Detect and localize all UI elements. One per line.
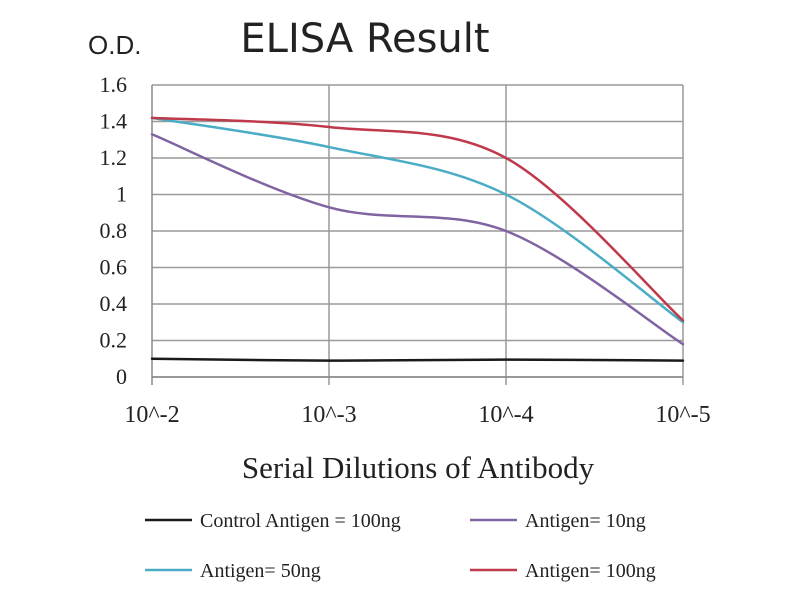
y-tick-label: 0.4 (100, 291, 128, 316)
legend-label-2: Antigen= 50ng (200, 560, 321, 582)
y-axis-label: O.D. (88, 30, 141, 60)
grid (151, 84, 684, 385)
y-tick-label: 1.4 (100, 109, 128, 134)
series-line-1 (150, 133, 685, 346)
legend: Control Antigen = 100ng Antigen= 10ng Anti… (145, 510, 656, 582)
x-axis-label: Serial Dilutions of Antibody (242, 450, 595, 485)
y-axis-ticks: 0 0.2 0.4 0.6 0.8 1 1.2 1.4 1.6 (100, 72, 128, 389)
y-tick-label: 0 (116, 364, 127, 389)
legend-label-3: Antigen= 100ng (525, 560, 656, 582)
y-tick-label: 1.2 (100, 145, 128, 170)
x-tick-label: 10^-5 (655, 402, 710, 428)
series-line-2 (150, 116, 685, 324)
series-line-0 (150, 357, 685, 362)
legend-label-0: Control Antigen = 100ng (200, 510, 401, 532)
y-tick-label: 0.8 (100, 218, 128, 243)
x-axis-ticks: 10^-2 10^-3 10^-4 10^-5 (124, 402, 710, 428)
series-lines (150, 116, 685, 362)
y-tick-label: 1.6 (100, 72, 128, 97)
x-tick-label: 10^-3 (301, 402, 356, 428)
x-tick-label: 10^-4 (478, 402, 533, 428)
chart-title: ELISA Result (240, 16, 489, 62)
series-line-3 (150, 116, 685, 322)
y-tick-label: 0.2 (100, 328, 128, 353)
x-tick-label: 10^-2 (124, 402, 179, 428)
legend-label-1: Antigen= 10ng (525, 510, 646, 532)
y-tick-label: 0.6 (100, 255, 128, 280)
y-tick-label: 1 (116, 182, 127, 207)
